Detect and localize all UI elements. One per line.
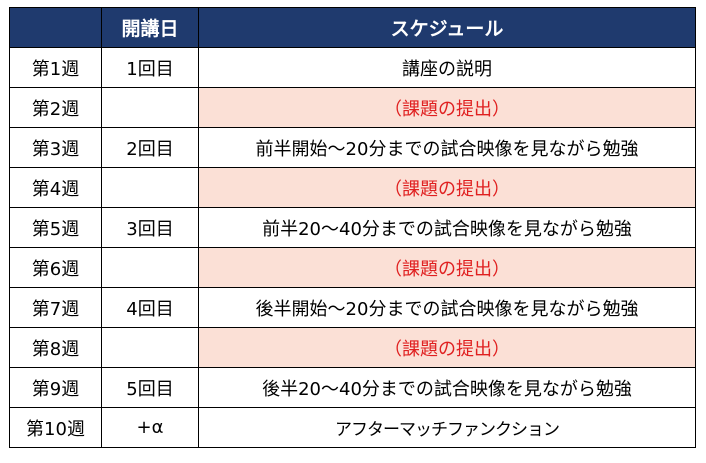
week-cell: 第1週: [9, 47, 102, 88]
schedule-cell: 前半20～40分までの試合映像を見ながら勉強: [198, 207, 696, 248]
session-cell: 1回目: [101, 47, 199, 88]
schedule-table: 開講日 スケジュール 第1週 1回目 講座の説明 第2週 （課題の提出） 第3週…: [9, 7, 696, 448]
session-cell: [101, 87, 199, 128]
week-cell: 第6週: [9, 247, 102, 288]
table-row: 第8週 （課題の提出）: [9, 327, 696, 368]
session-cell: [101, 247, 199, 288]
week-cell: 第7週: [9, 287, 102, 328]
header-schedule: スケジュール: [198, 7, 696, 48]
session-cell: [101, 327, 199, 368]
week-cell: 第2週: [9, 87, 102, 128]
week-cell: 第9週: [9, 367, 102, 408]
week-cell: 第4週: [9, 167, 102, 208]
table-row: 第5週 3回目 前半20～40分までの試合映像を見ながら勉強: [9, 207, 696, 248]
schedule-cell: アフターマッチファンクション: [198, 407, 696, 448]
table-row: 第1週 1回目 講座の説明: [9, 47, 696, 88]
table-row: 第3週 2回目 前半開始～20分までの試合映像を見ながら勉強: [9, 127, 696, 168]
table-row: 第6週 （課題の提出）: [9, 247, 696, 288]
session-cell: 4回目: [101, 287, 199, 328]
table-row: 第2週 （課題の提出）: [9, 87, 696, 128]
week-cell: 第10週: [9, 407, 102, 448]
schedule-cell: 後半20～40分までの試合映像を見ながら勉強: [198, 367, 696, 408]
week-cell: 第8週: [9, 327, 102, 368]
header-week: [9, 7, 102, 48]
task-submission-cell: （課題の提出）: [198, 87, 696, 128]
week-cell: 第5週: [9, 207, 102, 248]
table-row: 第10週 +α アフターマッチファンクション: [9, 407, 696, 448]
task-submission-cell: （課題の提出）: [198, 327, 696, 368]
session-cell: 2回目: [101, 127, 199, 168]
schedule-cell: 前半開始～20分までの試合映像を見ながら勉強: [198, 127, 696, 168]
header-row: 開講日 スケジュール: [9, 7, 696, 48]
schedule-table-container: 開講日 スケジュール 第1週 1回目 講座の説明 第2週 （課題の提出） 第3週…: [9, 7, 696, 448]
session-cell: +α: [101, 407, 199, 448]
session-cell: 5回目: [101, 367, 199, 408]
header-session-day: 開講日: [101, 7, 199, 48]
session-cell: 3回目: [101, 207, 199, 248]
session-cell: [101, 167, 199, 208]
task-submission-cell: （課題の提出）: [198, 167, 696, 208]
week-cell: 第3週: [9, 127, 102, 168]
table-row: 第9週 5回目 後半20～40分までの試合映像を見ながら勉強: [9, 367, 696, 408]
task-submission-cell: （課題の提出）: [198, 247, 696, 288]
table-row: 第7週 4回目 後半開始～20分までの試合映像を見ながら勉強: [9, 287, 696, 328]
schedule-cell: 後半開始～20分までの試合映像を見ながら勉強: [198, 287, 696, 328]
table-row: 第4週 （課題の提出）: [9, 167, 696, 208]
schedule-cell: 講座の説明: [198, 47, 696, 88]
